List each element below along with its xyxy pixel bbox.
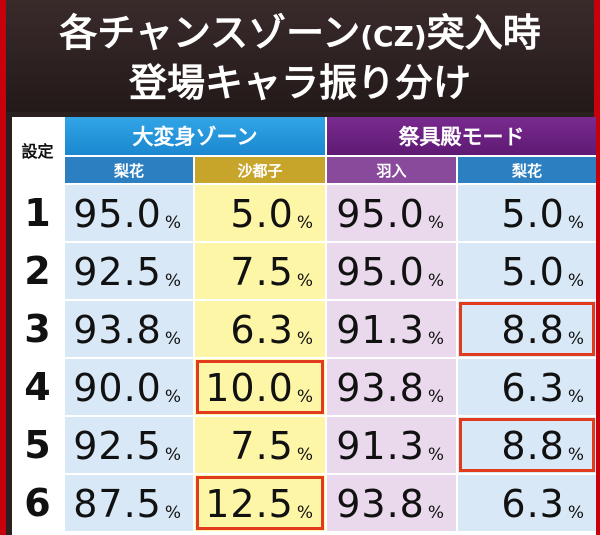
percent-sign: % bbox=[567, 503, 584, 523]
value-cell: 93.8% bbox=[65, 301, 193, 357]
value-number: 92.5 bbox=[73, 424, 162, 468]
value-number: 95.0 bbox=[336, 250, 425, 294]
value-cell: 8.8% bbox=[458, 417, 596, 473]
percent-sign: % bbox=[164, 445, 181, 465]
value-cell: 7.5% bbox=[195, 417, 325, 473]
value-number: 6.3 bbox=[501, 366, 565, 410]
value-cell: 7.5% bbox=[195, 243, 325, 299]
setting-label: 6 bbox=[12, 475, 63, 531]
percent-sign: % bbox=[427, 213, 444, 233]
value-number: 6.3 bbox=[501, 482, 565, 526]
value-number: 95.0 bbox=[336, 192, 425, 236]
percent-sign: % bbox=[567, 329, 584, 349]
value-number: 93.8 bbox=[336, 482, 425, 526]
value-cell: 8.8% bbox=[458, 301, 596, 357]
group-header-daihenshin-zone: 大変身ゾーン bbox=[65, 117, 325, 155]
percent-sign: % bbox=[296, 271, 313, 291]
title-line-2: 登場キャラ振り分け bbox=[128, 61, 471, 105]
percent-sign: % bbox=[296, 503, 313, 523]
value-cell: 87.5% bbox=[65, 475, 193, 531]
percent-sign: % bbox=[296, 387, 313, 407]
column-header-hanyu: 羽入 bbox=[327, 157, 456, 183]
value-cell: 93.8% bbox=[327, 475, 456, 531]
percent-sign: % bbox=[427, 503, 444, 523]
percent-sign: % bbox=[296, 329, 313, 349]
value-cell: 95.0% bbox=[327, 185, 456, 241]
value-cell: 10.0% bbox=[195, 359, 325, 415]
value-cell: 5.0% bbox=[458, 243, 596, 299]
value-cell: 6.3% bbox=[458, 475, 596, 531]
value-number: 91.3 bbox=[336, 424, 425, 468]
percent-sign: % bbox=[567, 445, 584, 465]
column-header-satoko: 沙都子 bbox=[195, 157, 325, 183]
value-number: 8.8 bbox=[501, 424, 565, 468]
percent-sign: % bbox=[427, 271, 444, 291]
percent-sign: % bbox=[296, 213, 313, 233]
percent-sign: % bbox=[164, 329, 181, 349]
value-cell: 6.3% bbox=[458, 359, 596, 415]
value-cell: 12.5% bbox=[195, 475, 325, 531]
percent-sign: % bbox=[427, 329, 444, 349]
value-cell: 92.5% bbox=[65, 417, 193, 473]
percent-sign: % bbox=[164, 213, 181, 233]
value-number: 95.0 bbox=[73, 192, 162, 236]
value-number: 90.0 bbox=[73, 366, 162, 410]
setting-label: 1 bbox=[12, 185, 63, 241]
percent-sign: % bbox=[567, 213, 584, 233]
distribution-table: 設定 大変身ゾーン 祭具殿モード 梨花 沙都子 羽入 梨花 1 95.0% 5.0%… bbox=[12, 117, 596, 535]
value-number: 7.5 bbox=[230, 424, 294, 468]
value-number: 93.8 bbox=[336, 366, 425, 410]
percent-sign: % bbox=[567, 387, 584, 407]
title-line-1-paren: (CZ) bbox=[360, 20, 427, 53]
percent-sign: % bbox=[427, 445, 444, 465]
column-header-rika-b: 梨花 bbox=[458, 157, 596, 183]
value-number: 92.5 bbox=[73, 250, 162, 294]
value-cell: 5.0% bbox=[195, 185, 325, 241]
value-cell: 5.0% bbox=[458, 185, 596, 241]
value-cell: 93.8% bbox=[327, 359, 456, 415]
value-cell: 6.3% bbox=[195, 301, 325, 357]
title-line-1-main: 各チャンスゾーン bbox=[59, 11, 361, 55]
value-cell: 92.5% bbox=[65, 243, 193, 299]
title-line-1: 各チャンスゾーン(CZ)突入時 bbox=[6, 10, 594, 60]
title-line-1-tail: 突入時 bbox=[426, 11, 541, 55]
value-cell: 95.0% bbox=[65, 185, 193, 241]
value-number: 91.3 bbox=[336, 308, 425, 352]
value-number: 8.8 bbox=[501, 308, 565, 352]
value-number: 6.3 bbox=[230, 308, 294, 352]
value-number: 5.0 bbox=[501, 250, 565, 294]
value-number: 93.8 bbox=[73, 308, 162, 352]
value-number: 87.5 bbox=[73, 482, 162, 526]
value-cell: 90.0% bbox=[65, 359, 193, 415]
percent-sign: % bbox=[427, 387, 444, 407]
value-cell: 91.3% bbox=[327, 417, 456, 473]
group-header-saiguden-mode: 祭具殿モード bbox=[327, 117, 596, 155]
percent-sign: % bbox=[164, 503, 181, 523]
percent-sign: % bbox=[296, 445, 313, 465]
setting-label: 5 bbox=[12, 417, 63, 473]
value-number: 5.0 bbox=[501, 192, 565, 236]
percent-sign: % bbox=[567, 271, 584, 291]
column-header-rika-a: 梨花 bbox=[65, 157, 193, 183]
value-number: 12.5 bbox=[205, 482, 294, 526]
value-number: 10.0 bbox=[205, 366, 294, 410]
page-title: 各チャンスゾーン(CZ)突入時 登場キャラ振り分け bbox=[6, 0, 594, 112]
value-number: 5.0 bbox=[230, 192, 294, 236]
percent-sign: % bbox=[164, 271, 181, 291]
setting-label: 3 bbox=[12, 301, 63, 357]
value-cell: 91.3% bbox=[327, 301, 456, 357]
setting-header: 設定 bbox=[12, 117, 63, 183]
setting-label: 4 bbox=[12, 359, 63, 415]
setting-label: 2 bbox=[12, 243, 63, 299]
value-number: 7.5 bbox=[230, 250, 294, 294]
value-cell: 95.0% bbox=[327, 243, 456, 299]
percent-sign: % bbox=[164, 387, 181, 407]
